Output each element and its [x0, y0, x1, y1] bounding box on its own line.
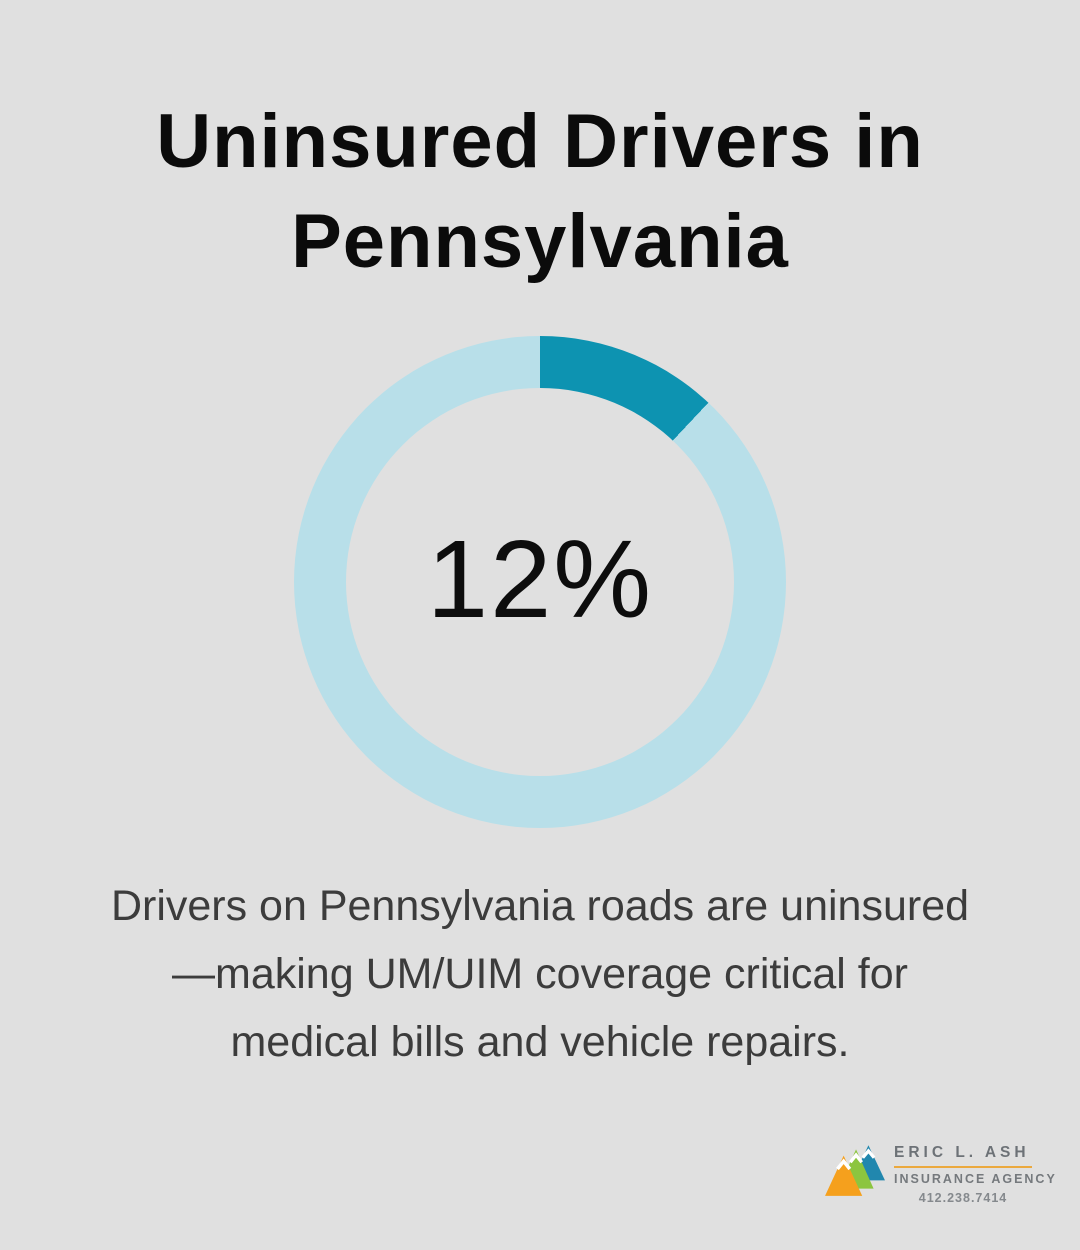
- agency-subtitle: INSURANCE AGENCY: [894, 1171, 1057, 1186]
- agency-logo: ERIC L. ASH INSURANCE AGENCY 412.238.741…: [824, 1136, 1057, 1205]
- donut-chart-hole: 12%: [346, 388, 734, 776]
- description-line-2: —making UM/UIM coverage critical for: [172, 950, 908, 998]
- description-line-1: Drivers on Pennsylvania roads are uninsu…: [110, 882, 970, 930]
- donut-chart: 12%: [294, 336, 786, 828]
- agency-logo-divider: [894, 1166, 1032, 1168]
- donut-center-label: 12%: [426, 517, 654, 641]
- page-title-line-2: Pennsylvania: [291, 199, 789, 284]
- page-title-line-1: Uninsured Drivers in: [156, 99, 924, 184]
- agency-name: ERIC L. ASH: [894, 1144, 1030, 1161]
- description-line-3: medical bills and vehicle repairs.: [230, 1018, 850, 1066]
- page-title: Uninsured Drivers in Pennsylvania: [0, 92, 1080, 292]
- agency-logo-text: ERIC L. ASH INSURANCE AGENCY 412.238.741…: [894, 1136, 1057, 1205]
- description-text: Drivers on Pennsylvania roads are uninsu…: [0, 872, 1080, 1076]
- mountains-logo-icon: [825, 1145, 885, 1196]
- agency-phone: 412.238.7414: [918, 1190, 1008, 1205]
